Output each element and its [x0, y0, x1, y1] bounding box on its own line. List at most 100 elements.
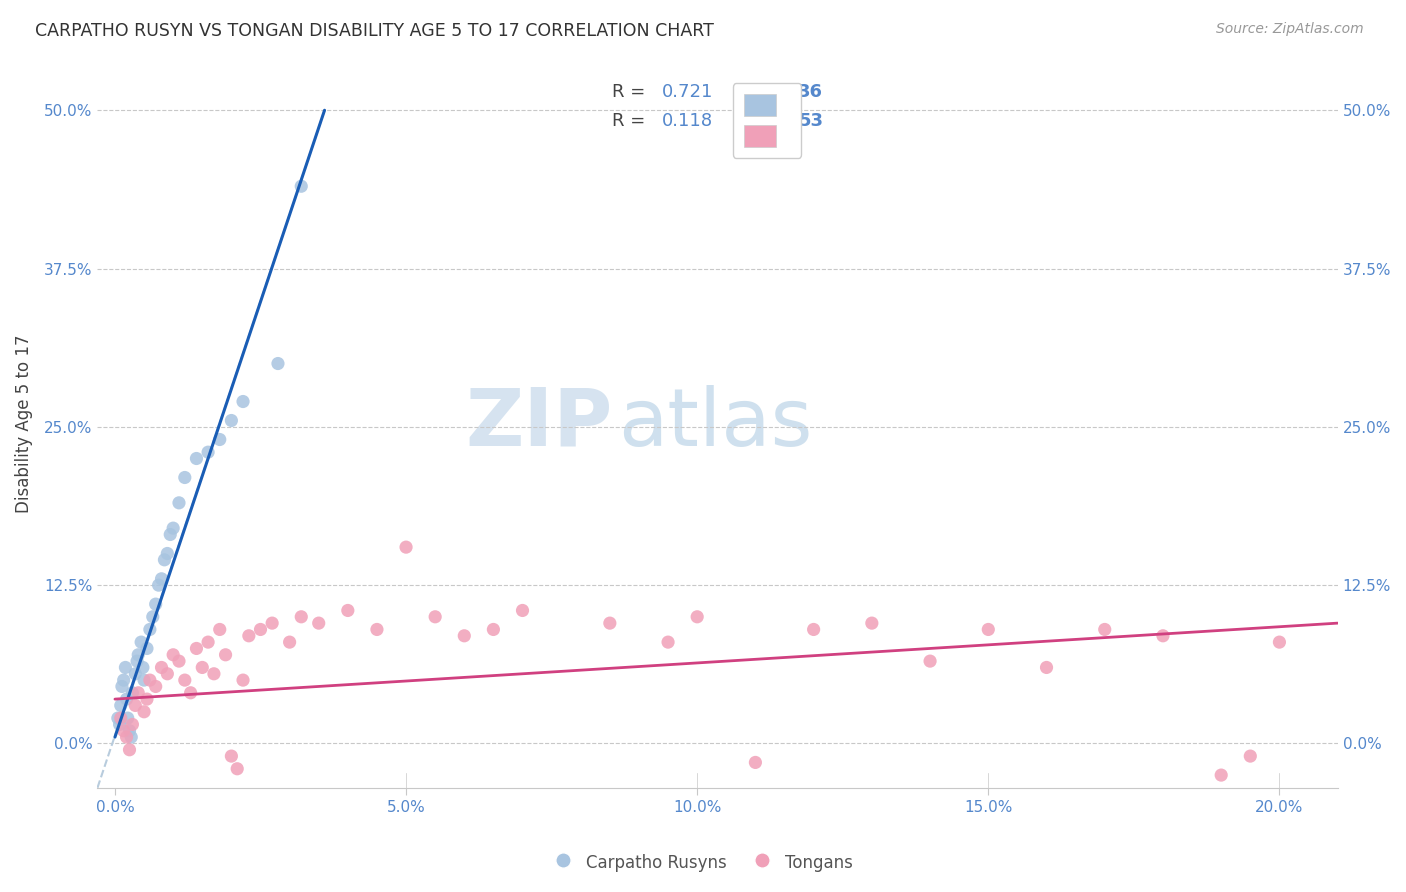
- Point: [208, 623, 231, 637]
- Text: CARPATHO RUSYN VS TONGAN DISABILITY AGE 5 TO 17 CORRELATION CHART: CARPATHO RUSYN VS TONGAN DISABILITY AGE …: [35, 22, 714, 40]
- Point: [167, 496, 190, 510]
- Point: [118, 723, 141, 738]
- Point: [262, 616, 284, 631]
- Point: [186, 451, 208, 466]
- Text: 0.118: 0.118: [662, 112, 713, 130]
- Point: [148, 578, 170, 592]
- Point: [482, 623, 505, 637]
- Point: [136, 641, 159, 656]
- Text: R =: R =: [612, 83, 645, 102]
- Point: [136, 692, 159, 706]
- Point: [186, 641, 208, 656]
- Point: [191, 660, 214, 674]
- Point: [173, 673, 195, 687]
- Point: [1094, 623, 1116, 637]
- Point: [366, 623, 388, 637]
- Point: [159, 527, 181, 541]
- Point: [150, 660, 173, 674]
- Point: [115, 692, 138, 706]
- Legend: , : ,: [733, 83, 801, 158]
- Point: [125, 654, 148, 668]
- Point: [232, 394, 254, 409]
- Point: [425, 609, 447, 624]
- Point: [121, 686, 143, 700]
- Point: [156, 666, 179, 681]
- Point: [308, 616, 330, 631]
- Point: [1239, 749, 1261, 764]
- Point: [249, 623, 271, 637]
- Y-axis label: Disability Age 5 to 17: Disability Age 5 to 17: [15, 334, 32, 513]
- Point: [156, 546, 179, 560]
- Point: [803, 623, 825, 637]
- Point: [162, 648, 184, 662]
- Point: [115, 730, 138, 744]
- Point: [118, 743, 141, 757]
- Text: 0.721: 0.721: [662, 83, 713, 102]
- Point: [124, 666, 146, 681]
- Point: [232, 673, 254, 687]
- Point: [112, 673, 135, 687]
- Point: [1268, 635, 1291, 649]
- Text: atlas: atlas: [619, 384, 813, 463]
- Point: [112, 723, 135, 738]
- Point: [129, 635, 152, 649]
- Point: [1035, 660, 1057, 674]
- Point: [267, 357, 290, 371]
- Point: [920, 654, 942, 668]
- Point: [290, 179, 312, 194]
- Text: R =: R =: [612, 112, 645, 130]
- Point: [395, 540, 418, 554]
- Point: [208, 433, 231, 447]
- Point: [173, 470, 195, 484]
- Point: [132, 705, 155, 719]
- Point: [221, 749, 243, 764]
- Point: [278, 635, 301, 649]
- Legend: Carpatho Rusyns, Tongans: Carpatho Rusyns, Tongans: [546, 846, 860, 880]
- Point: [162, 521, 184, 535]
- Point: [139, 673, 162, 687]
- Point: [145, 597, 167, 611]
- Point: [107, 711, 129, 725]
- Point: [108, 717, 131, 731]
- Point: [111, 680, 134, 694]
- Text: Source: ZipAtlas.com: Source: ZipAtlas.com: [1216, 22, 1364, 37]
- Point: [110, 711, 132, 725]
- Point: [142, 609, 165, 624]
- Point: [977, 623, 1000, 637]
- Point: [114, 660, 136, 674]
- Point: [124, 698, 146, 713]
- Point: [453, 629, 475, 643]
- Point: [336, 603, 359, 617]
- Point: [221, 413, 243, 427]
- Point: [744, 756, 766, 770]
- Point: [1211, 768, 1233, 782]
- Point: [145, 680, 167, 694]
- Point: [117, 711, 139, 725]
- Text: N =: N =: [755, 83, 789, 102]
- Point: [167, 654, 190, 668]
- Point: [226, 762, 249, 776]
- Point: [127, 686, 149, 700]
- Point: [1152, 629, 1174, 643]
- Point: [860, 616, 883, 631]
- Point: [197, 445, 219, 459]
- Point: [290, 609, 312, 624]
- Point: [214, 648, 236, 662]
- Point: [121, 717, 143, 731]
- Point: [139, 623, 162, 637]
- Point: [657, 635, 679, 649]
- Point: [110, 698, 132, 713]
- Point: [180, 686, 202, 700]
- Point: [150, 572, 173, 586]
- Point: [197, 635, 219, 649]
- Text: 36: 36: [799, 83, 823, 102]
- Point: [599, 616, 621, 631]
- Text: 53: 53: [799, 112, 823, 130]
- Point: [153, 553, 176, 567]
- Point: [132, 673, 155, 687]
- Text: ZIP: ZIP: [465, 384, 612, 463]
- Point: [512, 603, 534, 617]
- Point: [238, 629, 260, 643]
- Point: [686, 609, 709, 624]
- Text: N =: N =: [755, 112, 789, 130]
